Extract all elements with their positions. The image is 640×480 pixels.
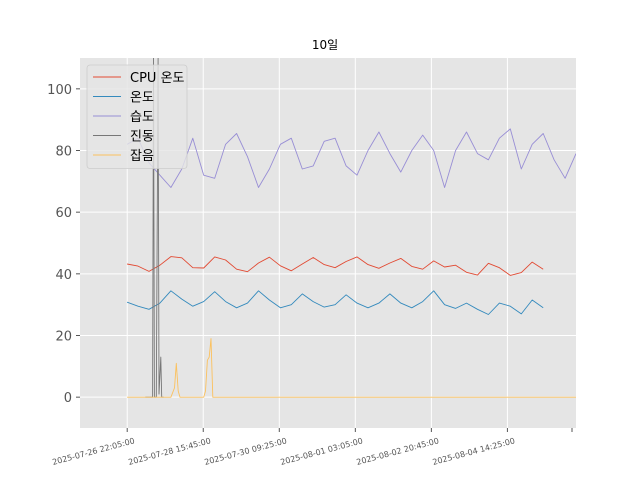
chart-title: 10일 (312, 38, 338, 52)
series-line-2 (126, 290, 544, 315)
y-tick-label: 100 (47, 83, 72, 98)
y-tick-label: 80 (55, 145, 72, 160)
legend-box (86, 64, 188, 169)
y-tick-label: 60 (55, 206, 72, 221)
y-tick-label: 40 (55, 268, 72, 283)
y-tick-label: 0 (64, 391, 72, 406)
legend-label: CPU 온도 (130, 71, 185, 86)
legend-label: 잡음 (130, 149, 154, 164)
legend-label: 진동 (130, 130, 154, 145)
series-line-5 (127, 338, 576, 398)
series-line-1 (127, 256, 544, 276)
legend-label: 습도 (130, 110, 154, 125)
y-tick-label: 20 (55, 330, 72, 345)
series-layer (126, 58, 576, 398)
legend-label: 온도 (130, 91, 154, 106)
series-line-3 (126, 128, 576, 188)
